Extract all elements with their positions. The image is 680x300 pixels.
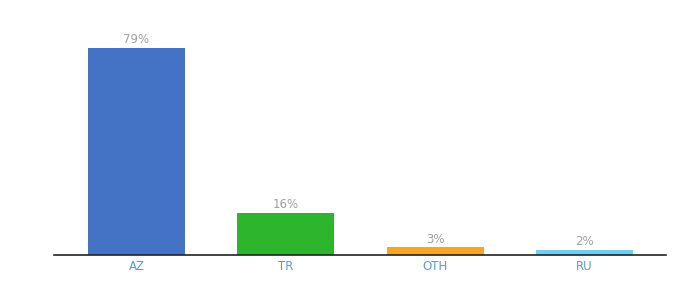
Text: 79%: 79% [124,33,150,46]
Bar [536,250,633,255]
Bar [237,213,335,255]
Text: 3%: 3% [426,232,444,245]
Text: 2%: 2% [575,235,594,248]
Text: 16%: 16% [273,198,299,212]
Bar [386,247,483,255]
Bar [88,48,185,255]
